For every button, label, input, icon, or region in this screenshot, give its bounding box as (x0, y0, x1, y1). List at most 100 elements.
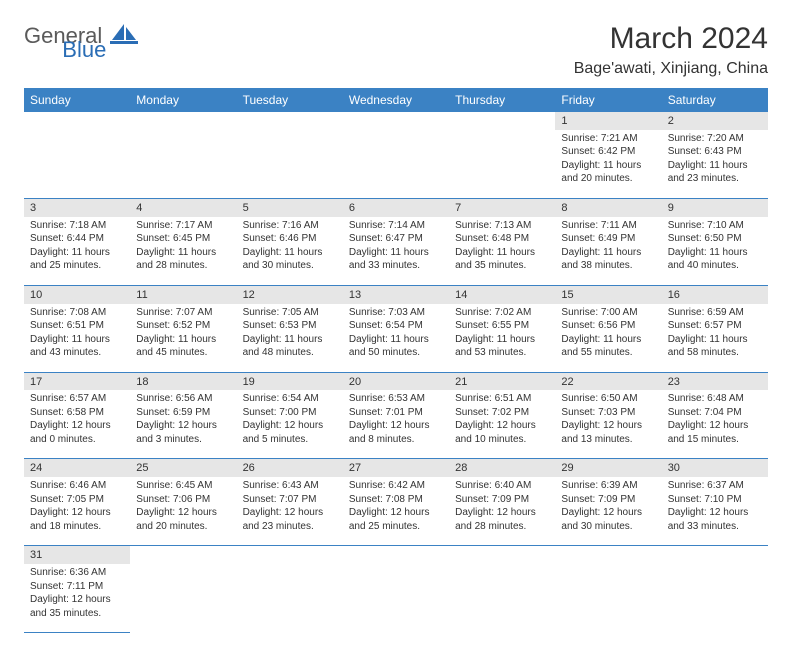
sunset-line: Sunset: 7:11 PM (30, 580, 124, 594)
sunrise-line: Sunrise: 7:07 AM (136, 306, 230, 320)
daylight-line: Daylight: 12 hours and 8 minutes. (349, 419, 443, 446)
logo-text-blue: Blue (62, 37, 106, 62)
weekday-header: Tuesday (237, 88, 343, 112)
day-number: 27 (343, 459, 449, 477)
calendar-cell: 30Sunrise: 6:37 AMSunset: 7:10 PMDayligh… (662, 459, 768, 546)
calendar-cell (555, 546, 661, 633)
day-number: 6 (343, 199, 449, 217)
daylight-line: Daylight: 11 hours and 40 minutes. (668, 246, 762, 273)
daylight-line: Daylight: 12 hours and 18 minutes. (30, 506, 124, 533)
sunrise-line: Sunrise: 6:45 AM (136, 479, 230, 493)
sunrise-line: Sunrise: 7:14 AM (349, 219, 443, 233)
calendar-cell: 4Sunrise: 7:17 AMSunset: 6:45 PMDaylight… (130, 198, 236, 285)
daylight-line: Daylight: 12 hours and 15 minutes. (668, 419, 762, 446)
daylight-line: Daylight: 12 hours and 0 minutes. (30, 419, 124, 446)
calendar-cell: 1Sunrise: 7:21 AMSunset: 6:42 PMDaylight… (555, 112, 661, 198)
sunset-line: Sunset: 7:08 PM (349, 493, 443, 507)
sunrise-line: Sunrise: 6:53 AM (349, 392, 443, 406)
sunset-line: Sunset: 6:53 PM (243, 319, 337, 333)
sunrise-line: Sunrise: 7:08 AM (30, 306, 124, 320)
sunset-line: Sunset: 7:09 PM (455, 493, 549, 507)
header: General Blue March 2024 Bage'awati, Xinj… (24, 22, 768, 78)
empty-cell (449, 112, 555, 130)
day-number: 7 (449, 199, 555, 217)
day-number: 11 (130, 286, 236, 304)
calendar-body: 1Sunrise: 7:21 AMSunset: 6:42 PMDaylight… (24, 112, 768, 633)
empty-cell (130, 112, 236, 130)
empty-cell (449, 546, 555, 564)
sunset-line: Sunset: 6:54 PM (349, 319, 443, 333)
day-number: 26 (237, 459, 343, 477)
sunset-line: Sunset: 7:02 PM (455, 406, 549, 420)
title-block: March 2024 Bage'awati, Xinjiang, China (574, 22, 768, 78)
sail-icon (110, 22, 138, 49)
calendar-cell: 3Sunrise: 7:18 AMSunset: 6:44 PMDaylight… (24, 198, 130, 285)
sunrise-line: Sunrise: 7:20 AM (668, 132, 762, 146)
calendar-cell: 10Sunrise: 7:08 AMSunset: 6:51 PMDayligh… (24, 285, 130, 372)
weekday-header: Sunday (24, 88, 130, 112)
month-title: March 2024 (574, 22, 768, 56)
daylight-line: Daylight: 12 hours and 23 minutes. (243, 506, 337, 533)
empty-cell (343, 546, 449, 564)
calendar-cell: 11Sunrise: 7:07 AMSunset: 6:52 PMDayligh… (130, 285, 236, 372)
daylight-line: Daylight: 12 hours and 20 minutes. (136, 506, 230, 533)
daylight-line: Daylight: 11 hours and 50 minutes. (349, 333, 443, 360)
sunset-line: Sunset: 7:09 PM (561, 493, 655, 507)
daylight-line: Daylight: 12 hours and 25 minutes. (349, 506, 443, 533)
day-number: 15 (555, 286, 661, 304)
calendar-cell: 16Sunrise: 6:59 AMSunset: 6:57 PMDayligh… (662, 285, 768, 372)
day-number: 1 (555, 112, 661, 130)
sunrise-line: Sunrise: 7:16 AM (243, 219, 337, 233)
sunset-line: Sunset: 6:50 PM (668, 232, 762, 246)
sunrise-line: Sunrise: 7:10 AM (668, 219, 762, 233)
calendar-cell: 23Sunrise: 6:48 AMSunset: 7:04 PMDayligh… (662, 372, 768, 459)
sunset-line: Sunset: 6:55 PM (455, 319, 549, 333)
calendar-cell (449, 112, 555, 198)
empty-cell (24, 112, 130, 130)
day-number: 24 (24, 459, 130, 477)
daylight-line: Daylight: 11 hours and 30 minutes. (243, 246, 337, 273)
daylight-line: Daylight: 11 hours and 45 minutes. (136, 333, 230, 360)
empty-cell (130, 546, 236, 564)
sunset-line: Sunset: 6:57 PM (668, 319, 762, 333)
calendar-cell (130, 546, 236, 633)
sunset-line: Sunset: 7:03 PM (561, 406, 655, 420)
daylight-line: Daylight: 11 hours and 53 minutes. (455, 333, 549, 360)
calendar-cell: 28Sunrise: 6:40 AMSunset: 7:09 PMDayligh… (449, 459, 555, 546)
calendar-cell (24, 112, 130, 198)
day-number: 19 (237, 373, 343, 391)
sunrise-line: Sunrise: 6:36 AM (30, 566, 124, 580)
weekday-header: Wednesday (343, 88, 449, 112)
calendar-cell: 19Sunrise: 6:54 AMSunset: 7:00 PMDayligh… (237, 372, 343, 459)
sunrise-line: Sunrise: 6:46 AM (30, 479, 124, 493)
daylight-line: Daylight: 11 hours and 28 minutes. (136, 246, 230, 273)
sunset-line: Sunset: 7:07 PM (243, 493, 337, 507)
empty-cell (555, 546, 661, 564)
sunset-line: Sunset: 6:51 PM (30, 319, 124, 333)
calendar-cell: 31Sunrise: 6:36 AMSunset: 7:11 PMDayligh… (24, 546, 130, 633)
sunset-line: Sunset: 7:00 PM (243, 406, 337, 420)
sunrise-line: Sunrise: 6:50 AM (561, 392, 655, 406)
calendar-cell (449, 546, 555, 633)
sunset-line: Sunset: 6:47 PM (349, 232, 443, 246)
calendar-cell: 2Sunrise: 7:20 AMSunset: 6:43 PMDaylight… (662, 112, 768, 198)
sunset-line: Sunset: 6:43 PM (668, 145, 762, 159)
calendar-cell (237, 546, 343, 633)
calendar-cell: 12Sunrise: 7:05 AMSunset: 6:53 PMDayligh… (237, 285, 343, 372)
daylight-line: Daylight: 12 hours and 13 minutes. (561, 419, 655, 446)
sunset-line: Sunset: 6:45 PM (136, 232, 230, 246)
calendar-cell: 9 Sunrise: 7:10 AMSunset: 6:50 PMDaylight… (662, 198, 768, 285)
daylight-line: Daylight: 11 hours and 33 minutes. (349, 246, 443, 273)
weekday-header: Thursday (449, 88, 555, 112)
calendar-cell: 15Sunrise: 7:00 AMSunset: 6:56 PMDayligh… (555, 285, 661, 372)
calendar-week-row: 1Sunrise: 7:21 AMSunset: 6:42 PMDaylight… (24, 112, 768, 198)
sunrise-line: Sunrise: 7:17 AM (136, 219, 230, 233)
weekday-header: Friday (555, 88, 661, 112)
day-number: 13 (343, 286, 449, 304)
sunrise-line: Sunrise: 6:56 AM (136, 392, 230, 406)
day-number: 9 (662, 199, 768, 217)
calendar-cell: 25Sunrise: 6:45 AMSunset: 7:06 PMDayligh… (130, 459, 236, 546)
sunrise-line: Sunrise: 7:02 AM (455, 306, 549, 320)
calendar-cell: 21Sunrise: 6:51 AMSunset: 7:02 PMDayligh… (449, 372, 555, 459)
calendar-cell: 6 Sunrise: 7:14 AMSunset: 6:47 PMDaylight… (343, 198, 449, 285)
